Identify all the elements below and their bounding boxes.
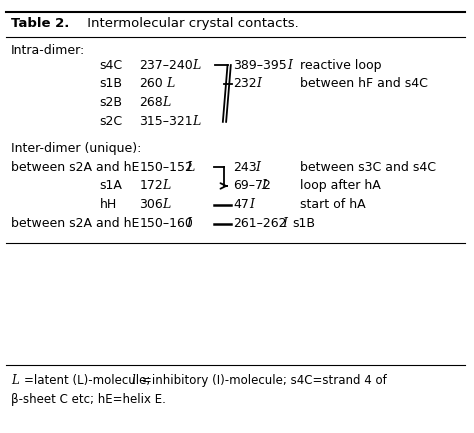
Text: s1B: s1B xyxy=(100,78,123,90)
Text: I: I xyxy=(256,78,262,90)
Text: s1B: s1B xyxy=(292,217,316,230)
Text: Table 2.: Table 2. xyxy=(11,17,69,30)
Text: s2C: s2C xyxy=(100,115,123,128)
Text: 172: 172 xyxy=(139,179,163,192)
Text: L: L xyxy=(166,78,174,90)
Text: =latent (L)-molecule;: =latent (L)-molecule; xyxy=(24,375,154,388)
Text: 150–152: 150–152 xyxy=(139,161,193,174)
Text: L: L xyxy=(162,198,170,211)
Text: between hF and s4C: between hF and s4C xyxy=(300,78,428,90)
Text: β-sheet C etc; hE=helix E.: β-sheet C etc; hE=helix E. xyxy=(11,393,165,406)
Text: Intra-dimer:: Intra-dimer: xyxy=(11,44,85,57)
Text: 232: 232 xyxy=(233,78,257,90)
Text: between s2A and hE: between s2A and hE xyxy=(11,161,139,174)
Text: I: I xyxy=(255,161,260,174)
Text: l: l xyxy=(132,375,135,388)
Text: 306: 306 xyxy=(139,198,163,211)
Text: L: L xyxy=(162,179,170,192)
Text: L: L xyxy=(162,97,170,110)
Text: 243: 243 xyxy=(233,161,257,174)
Text: I: I xyxy=(249,198,255,211)
Text: s2B: s2B xyxy=(100,97,123,110)
Text: hH: hH xyxy=(100,198,117,211)
Text: 389–395: 389–395 xyxy=(233,58,287,71)
Text: 69–72: 69–72 xyxy=(233,179,271,192)
Text: s4C: s4C xyxy=(100,58,123,71)
Text: 268: 268 xyxy=(139,97,163,110)
Text: 47: 47 xyxy=(233,198,249,211)
Text: I: I xyxy=(261,179,266,192)
Text: start of hA: start of hA xyxy=(300,198,366,211)
Text: =inhibitory (I)-molecule; s4C=strand 4 of: =inhibitory (I)-molecule; s4C=strand 4 o… xyxy=(142,375,387,388)
Text: between s2A and hE: between s2A and hE xyxy=(11,217,139,230)
Text: L: L xyxy=(11,375,18,388)
Text: loop after hA: loop after hA xyxy=(300,179,381,192)
Text: Intermolecular crystal contacts.: Intermolecular crystal contacts. xyxy=(83,17,299,30)
Text: 237–240: 237–240 xyxy=(139,58,193,71)
Text: between s3C and s4C: between s3C and s4C xyxy=(300,161,436,174)
Text: L: L xyxy=(186,161,195,174)
Text: I: I xyxy=(287,58,292,71)
Text: s1A: s1A xyxy=(100,179,123,192)
Text: reactive loop: reactive loop xyxy=(300,58,382,71)
Text: 150–160: 150–160 xyxy=(139,217,193,230)
Text: 261–262: 261–262 xyxy=(233,217,287,230)
Text: 260: 260 xyxy=(139,78,163,90)
Text: L: L xyxy=(192,58,201,71)
Text: I: I xyxy=(283,217,287,230)
Text: Inter-dimer (unique):: Inter-dimer (unique): xyxy=(11,142,141,155)
Text: I: I xyxy=(186,217,191,230)
Text: 315–321: 315–321 xyxy=(139,115,193,128)
Text: L: L xyxy=(192,115,201,128)
